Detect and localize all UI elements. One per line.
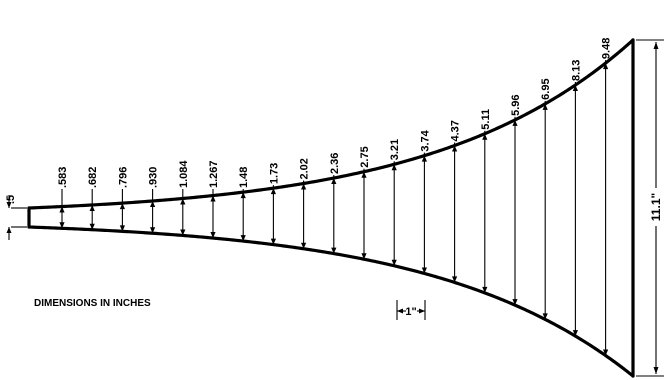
arrowhead-bottom: [301, 242, 307, 249]
section-dimension-label: 3.21: [389, 139, 401, 160]
section-arrow: [119, 189, 125, 232]
section-arrow: [572, 82, 578, 337]
arrowhead-top: [89, 204, 95, 211]
section-arrow: [603, 60, 609, 356]
section-arrow: [270, 185, 276, 245]
arrowhead-top: [150, 200, 156, 207]
arrowhead-top: [270, 188, 276, 195]
section-arrow: [180, 189, 186, 236]
section-dimension-label: 2.02: [299, 158, 311, 179]
horn-lower-profile: [27, 225, 635, 378]
section-dimension-label: 6.95: [540, 78, 552, 99]
section-dimension-label: 5.11: [480, 109, 492, 130]
section-dimension-label: 3.74: [419, 129, 431, 151]
arrowhead-top: [210, 195, 216, 202]
arrowhead-top: [542, 103, 548, 110]
section-arrow: [89, 189, 95, 230]
arrowhead-bottom: [240, 235, 246, 242]
arrowhead-top: [603, 63, 609, 70]
arrowhead-bottom: [572, 330, 578, 337]
arrowhead-bottom: [119, 225, 125, 232]
arrowhead-bottom: [331, 247, 337, 254]
section-dimension-label: .930: [148, 167, 160, 188]
section-dimension-label: 2.75: [359, 146, 371, 167]
arrowhead-bottom: [150, 227, 156, 234]
arrowhead-bottom: [512, 299, 518, 306]
arrowhead-top: [361, 171, 367, 178]
section-spacing-dimension: 1": [396, 300, 426, 320]
arrowhead-top: [240, 192, 246, 199]
section-arrow: [301, 180, 307, 249]
units-note: DIMENSIONS IN INCHES: [34, 298, 151, 309]
arrowhead-top: [301, 183, 307, 190]
section-arrow: [240, 189, 246, 242]
section-spacing-label: 1": [405, 306, 416, 318]
section-dimension-label: 8.13: [570, 60, 582, 81]
section-arrow: [512, 116, 518, 306]
arrowhead-top: [452, 145, 458, 152]
section-dimension-label: 9.48: [601, 38, 613, 59]
mouth-dimension: 11.1": [636, 39, 664, 377]
section-dimension-label: .682: [87, 167, 99, 188]
section-arrow: [542, 100, 548, 320]
section-dimension-label: 5.96: [510, 94, 522, 115]
arrowhead-bottom: [270, 238, 276, 245]
section-dimension-label: 1.084: [178, 160, 190, 188]
arrowhead-top: [572, 85, 578, 92]
arrowhead-bottom: [391, 259, 397, 266]
section-dimension-label: .796: [117, 167, 129, 188]
section-dimension-label: 1.73: [268, 163, 280, 184]
section-dimension-label: 1.267: [208, 160, 220, 188]
arrowhead-top: [59, 206, 65, 213]
throat-dimension-label: .5: [5, 195, 17, 204]
arrowhead-bottom: [421, 267, 427, 274]
section-arrow: [482, 130, 488, 293]
section-arrow: [59, 189, 65, 229]
section-dimension-label: 1.48: [238, 167, 250, 188]
section-arrow: [391, 161, 397, 266]
arrowhead-top: [391, 164, 397, 171]
section-dimension-label: .583: [57, 167, 69, 188]
arrowhead-top: [331, 178, 337, 185]
arrowhead-top: [482, 133, 488, 140]
arrowhead-bottom: [452, 276, 458, 283]
section-arrow: [421, 152, 427, 274]
arrowhead-top: [421, 155, 427, 162]
arrowhead-bottom: [603, 349, 609, 356]
section-dimension-lines: [59, 60, 609, 356]
throat-dimension: .5: [5, 195, 27, 240]
section-arrow: [331, 175, 337, 254]
section-dimension-labels: .583 .682 .796 .930 1.084 1.267 1.48 1.73 2.02 2.…: [57, 38, 613, 188]
arrowhead-bottom: [482, 286, 488, 293]
section-arrow: [150, 189, 156, 234]
mouth-dimension-label: 11.1": [649, 193, 663, 221]
arrowhead-bottom: [59, 222, 65, 229]
section-arrow: [452, 142, 458, 283]
arrowhead-top: [180, 198, 186, 205]
section-arrow: [210, 189, 216, 239]
arrowhead-top: [119, 203, 125, 210]
arrowhead-bottom: [210, 232, 216, 239]
arrowhead-top: [512, 119, 518, 126]
arrowhead-bottom: [361, 253, 367, 260]
section-dimension-label: 2.36: [329, 153, 341, 174]
arrowhead-bottom: [542, 313, 548, 320]
section-arrow: [361, 168, 367, 260]
arrowhead-bottom: [89, 223, 95, 230]
section-dimension-label: 4.37: [450, 120, 462, 141]
horn-upper-profile: [27, 38, 635, 210]
arrowhead-bottom: [180, 229, 186, 236]
